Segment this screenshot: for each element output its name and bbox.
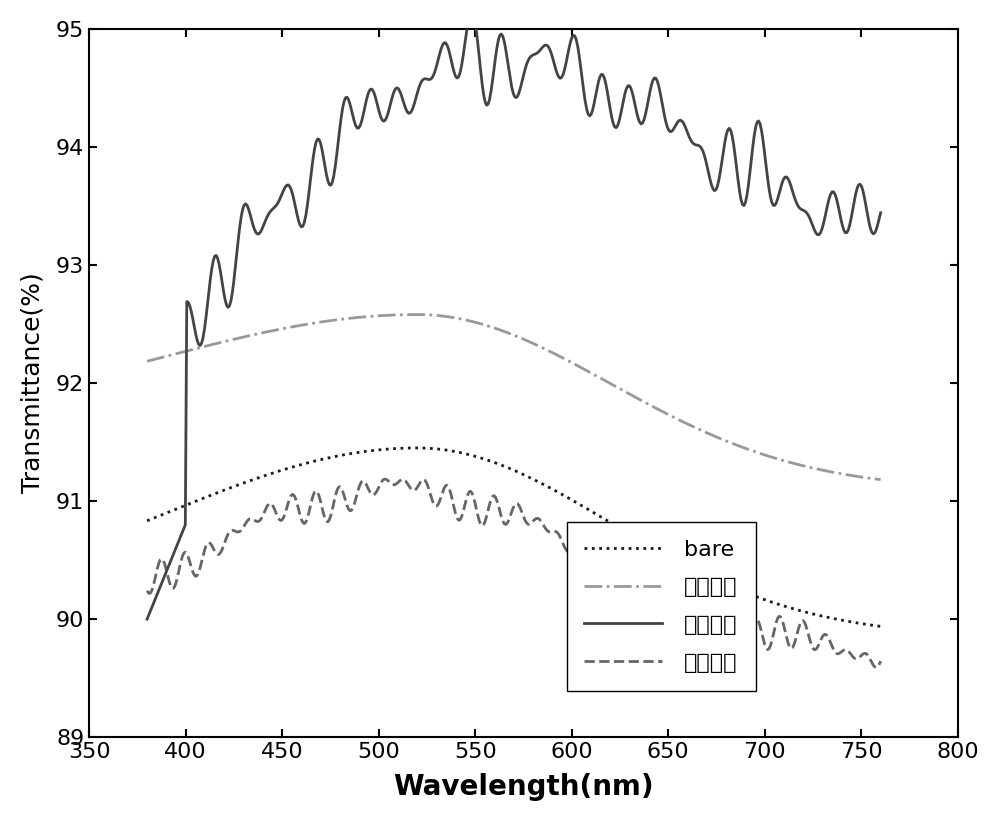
实施例三 bbox=[858, 649, 870, 658]
实施例一 bbox=[539, 344, 551, 354]
实施例一 bbox=[141, 356, 153, 366]
实施例三 bbox=[875, 656, 887, 666]
实施例二 bbox=[744, 169, 756, 178]
Line: bare: bare bbox=[147, 448, 881, 626]
实施例三 bbox=[870, 663, 882, 672]
实施例一 bbox=[875, 474, 887, 484]
bare bbox=[539, 481, 551, 491]
实施例一 bbox=[491, 324, 503, 334]
实施例三 bbox=[379, 474, 391, 484]
Line: 实施例一: 实施例一 bbox=[147, 315, 881, 479]
实施例二 bbox=[539, 40, 551, 50]
实施例三 bbox=[744, 630, 756, 640]
bare bbox=[412, 443, 424, 453]
实施例二 bbox=[495, 29, 507, 39]
bare bbox=[858, 619, 870, 629]
实施例二 bbox=[141, 614, 153, 624]
Y-axis label: Transmittance(%): Transmittance(%) bbox=[21, 273, 45, 493]
实施例三 bbox=[141, 586, 153, 596]
实施例一 bbox=[495, 326, 507, 335]
bare bbox=[579, 503, 591, 513]
实施例一 bbox=[744, 445, 756, 455]
实施例二 bbox=[466, 7, 478, 16]
实施例三 bbox=[491, 496, 503, 506]
实施例一 bbox=[579, 365, 591, 375]
实施例二 bbox=[875, 208, 887, 218]
实施例一 bbox=[412, 310, 424, 320]
实施例三 bbox=[539, 524, 551, 533]
bare bbox=[744, 589, 756, 599]
实施例二 bbox=[579, 96, 591, 106]
实施例二 bbox=[491, 43, 503, 53]
bare bbox=[141, 516, 153, 526]
实施例二 bbox=[858, 193, 870, 203]
Line: 实施例二: 实施例二 bbox=[147, 12, 881, 619]
Line: 实施例三: 实施例三 bbox=[147, 479, 881, 667]
X-axis label: Wavelength(nm): Wavelength(nm) bbox=[393, 774, 654, 801]
实施例三 bbox=[495, 512, 507, 522]
实施例一 bbox=[858, 473, 870, 483]
bare bbox=[491, 459, 503, 469]
实施例三 bbox=[579, 558, 591, 568]
bare bbox=[495, 460, 507, 470]
Legend: bare, 实施例一, 实施例二, 实施例三: bare, 实施例一, 实施例二, 实施例三 bbox=[567, 522, 756, 690]
bare bbox=[875, 621, 887, 631]
